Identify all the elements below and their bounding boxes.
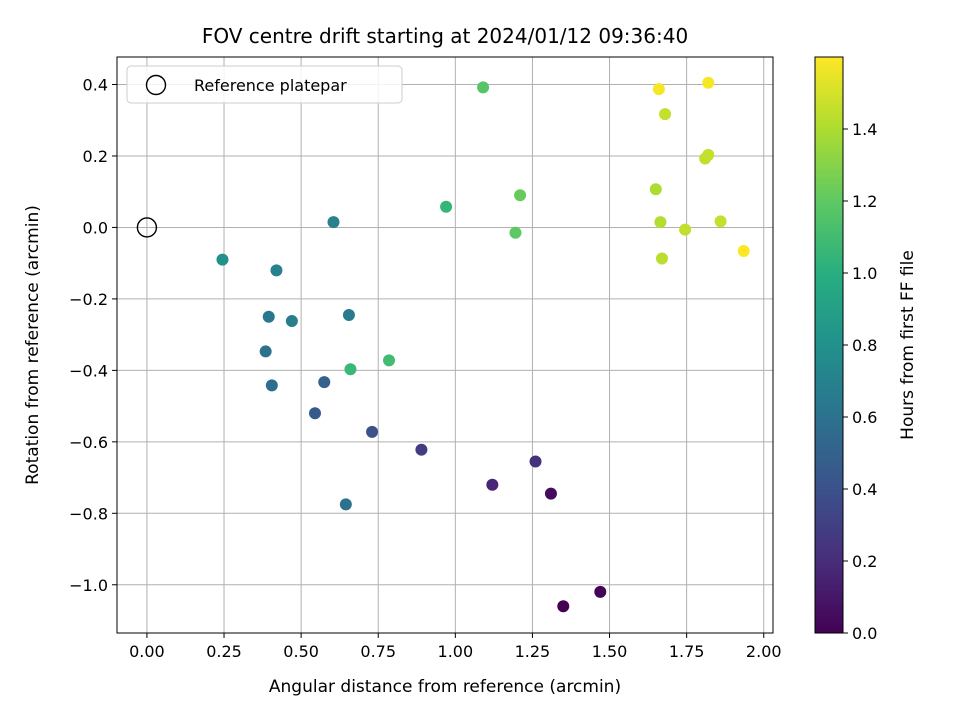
data-point bbox=[339, 498, 352, 511]
data-point bbox=[679, 223, 692, 236]
data-point bbox=[702, 148, 715, 161]
x-tick-label: 0.75 bbox=[360, 642, 396, 661]
colorbar-tick-label: 1.2 bbox=[852, 192, 877, 211]
x-tick-label: 1.75 bbox=[669, 642, 705, 661]
data-point bbox=[383, 354, 396, 367]
reference-point-marker bbox=[136, 217, 158, 238]
colorbar-tick-label: 0.0 bbox=[852, 624, 877, 643]
data-point bbox=[655, 252, 668, 265]
y-tick-label: −0.8 bbox=[69, 504, 108, 523]
data-point bbox=[714, 215, 727, 228]
y-tick-label: −0.2 bbox=[69, 290, 108, 309]
data-point bbox=[514, 189, 527, 202]
colorbar-label: Hours from first FF file bbox=[898, 250, 918, 440]
colorbar: 0.0 0.2 0.4 0.6 0.8 1.0 1.2 1.4 bbox=[814, 56, 877, 643]
data-point bbox=[737, 245, 750, 258]
data-point bbox=[259, 345, 272, 358]
y-tick-label: 0.4 bbox=[83, 76, 108, 95]
data-point bbox=[486, 478, 499, 491]
x-tick-label: 0.50 bbox=[283, 642, 319, 661]
data-point bbox=[318, 376, 331, 389]
x-tick-label: 1.25 bbox=[515, 642, 551, 661]
data-point bbox=[270, 264, 283, 277]
legend: Reference platepar bbox=[126, 65, 403, 104]
legend-box bbox=[126, 65, 403, 104]
colorbar-tick-label: 0.6 bbox=[852, 408, 877, 427]
y-tick-label: −1.0 bbox=[69, 576, 108, 595]
x-tick-label: 1.50 bbox=[592, 642, 628, 661]
data-point bbox=[327, 216, 340, 229]
y-tick-label: 0.0 bbox=[83, 218, 108, 237]
legend-marker-icon bbox=[145, 74, 167, 96]
data-point bbox=[366, 425, 379, 438]
x-tick-label: 0.00 bbox=[129, 642, 165, 661]
data-point bbox=[654, 216, 667, 229]
data-point bbox=[344, 363, 357, 376]
x-tick-label: 1.00 bbox=[438, 642, 474, 661]
y-tick-label: −0.4 bbox=[69, 361, 108, 380]
y-axis-label: Rotation from reference (arcmin) bbox=[23, 205, 43, 485]
data-point bbox=[594, 585, 607, 598]
x-tick-label: 0.25 bbox=[206, 642, 242, 661]
data-point bbox=[265, 379, 278, 392]
y-tick-label: −0.6 bbox=[69, 433, 108, 452]
chart-title: FOV centre drift starting at 2024/01/12 … bbox=[202, 24, 688, 48]
data-point bbox=[649, 183, 662, 196]
data-point bbox=[702, 76, 715, 89]
colorbar-tick-label: 0.8 bbox=[852, 336, 877, 355]
data-point bbox=[652, 83, 665, 96]
colorbar-tick-label: 1.4 bbox=[852, 120, 877, 139]
legend-label: Reference platepar bbox=[194, 76, 347, 95]
x-axis-label: Angular distance from reference (arcmin) bbox=[269, 677, 621, 697]
data-point bbox=[544, 487, 557, 500]
data-point bbox=[285, 315, 298, 328]
y-tick-label: 0.2 bbox=[83, 147, 108, 166]
data-point bbox=[216, 253, 229, 266]
colorbar-gradient bbox=[814, 56, 844, 634]
colorbar-tick-label: 0.2 bbox=[852, 552, 877, 571]
data-point bbox=[309, 407, 322, 420]
colorbar-tick-label: 0.4 bbox=[852, 480, 877, 499]
plot-frame bbox=[116, 56, 774, 634]
plot-area: 0.00 0.25 0.50 0.75 1.00 1.25 1.50 1.75 2.00 −1.0… bbox=[69, 56, 782, 661]
colorbar-tick-label: 1.0 bbox=[852, 264, 877, 283]
data-point bbox=[509, 226, 522, 239]
data-point bbox=[557, 600, 570, 613]
data-point bbox=[477, 81, 490, 94]
data-point bbox=[659, 108, 672, 121]
data-point bbox=[529, 455, 542, 468]
data-point bbox=[415, 443, 428, 456]
x-tick-label: 2.00 bbox=[746, 642, 782, 661]
data-point bbox=[342, 308, 355, 321]
data-point bbox=[440, 200, 453, 213]
data-point bbox=[262, 310, 275, 323]
